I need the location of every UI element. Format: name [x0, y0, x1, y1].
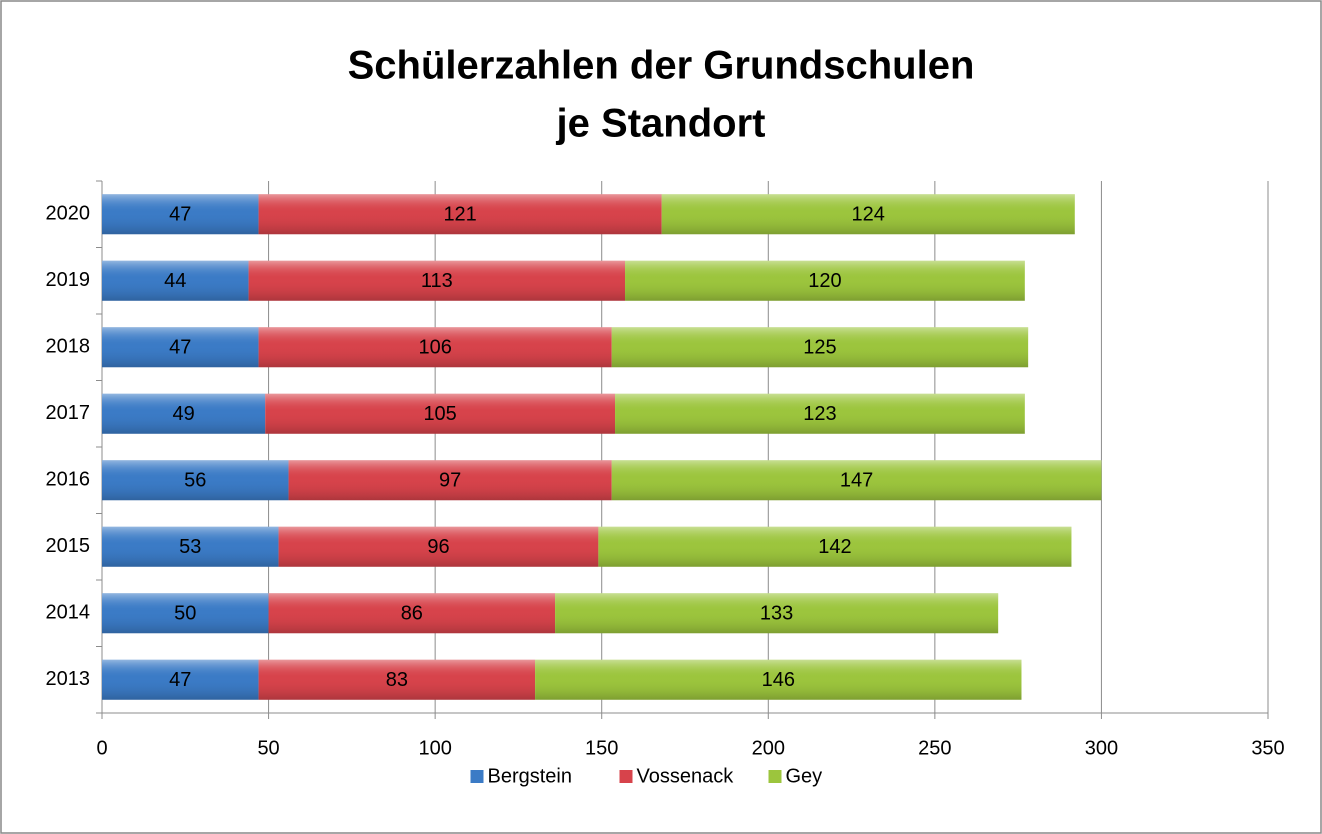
bar-shine — [615, 393, 1025, 434]
legend-swatch — [619, 770, 633, 783]
bar-shine — [258, 659, 536, 700]
data-label: 121 — [443, 204, 476, 226]
bar-shine — [102, 194, 259, 235]
data-label: 47 — [169, 669, 191, 691]
y-tick-label: 2019 — [46, 269, 91, 291]
bar-shine — [535, 659, 1022, 700]
data-label: 142 — [818, 536, 851, 558]
y-tick-label: 2013 — [46, 668, 91, 690]
x-tick-label: 200 — [752, 737, 785, 759]
bar-shine — [265, 393, 616, 434]
x-tick-label: 300 — [1085, 737, 1118, 759]
data-label: 97 — [439, 470, 461, 492]
data-label: 44 — [164, 270, 186, 292]
legend-swatch — [470, 770, 484, 783]
data-label: 124 — [852, 204, 885, 226]
bar-shine — [102, 393, 266, 434]
data-label: 56 — [184, 470, 206, 492]
y-tick-label: 2020 — [46, 203, 91, 225]
data-label: 106 — [418, 337, 451, 359]
bar-shine — [288, 460, 612, 501]
y-tick-label: 2015 — [46, 535, 91, 557]
data-label: 49 — [172, 403, 194, 425]
bar-shine — [268, 593, 556, 634]
bar-shine — [248, 260, 626, 301]
data-label: 50 — [174, 603, 196, 625]
bar-shine — [102, 460, 289, 501]
data-label: 47 — [169, 337, 191, 359]
bar-shine — [611, 460, 1102, 501]
x-tick-label: 250 — [918, 737, 951, 759]
bar-shine — [625, 260, 1025, 301]
legend-label: Vossenack — [637, 765, 735, 787]
data-label: 53 — [179, 536, 201, 558]
bar-shine — [102, 659, 259, 700]
bar-shine — [102, 526, 279, 567]
data-label: 146 — [762, 669, 795, 691]
chart-title: je Standort — [556, 102, 766, 146]
bar-shine — [555, 593, 999, 634]
x-tick-label: 50 — [257, 737, 279, 759]
bar-shine — [102, 593, 269, 634]
bar-shine — [258, 194, 662, 235]
data-label: 83 — [386, 669, 408, 691]
bar-shine — [102, 327, 259, 368]
x-tick-label: 150 — [585, 737, 618, 759]
bar-shine — [278, 526, 599, 567]
data-label: 113 — [421, 270, 453, 292]
data-label: 47 — [169, 204, 191, 226]
legend-label: Gey — [786, 765, 823, 787]
data-label: 120 — [808, 270, 841, 292]
y-tick-label: 2017 — [46, 402, 91, 424]
x-tick-label: 100 — [418, 737, 451, 759]
y-tick-label: 2018 — [46, 336, 91, 358]
data-label: 123 — [803, 403, 836, 425]
bar-shine — [611, 327, 1029, 368]
bar-shine — [258, 327, 612, 368]
data-label: 147 — [840, 470, 873, 492]
x-tick-label: 0 — [96, 737, 107, 759]
bar-shine — [661, 194, 1075, 235]
data-label: 86 — [401, 603, 423, 625]
data-label: 96 — [427, 536, 449, 558]
bar-shine — [102, 260, 249, 301]
legend-label: Bergstein — [488, 765, 573, 787]
y-tick-label: 2016 — [46, 469, 91, 491]
bar-shine — [598, 526, 1072, 567]
chart-title: Schülerzahlen der Grundschulen — [348, 44, 975, 88]
y-tick-label: 2014 — [46, 602, 91, 624]
data-label: 125 — [803, 337, 836, 359]
legend-swatch — [768, 770, 782, 783]
x-tick-label: 350 — [1251, 737, 1284, 759]
data-label: 105 — [423, 403, 456, 425]
data-label: 133 — [760, 603, 793, 625]
